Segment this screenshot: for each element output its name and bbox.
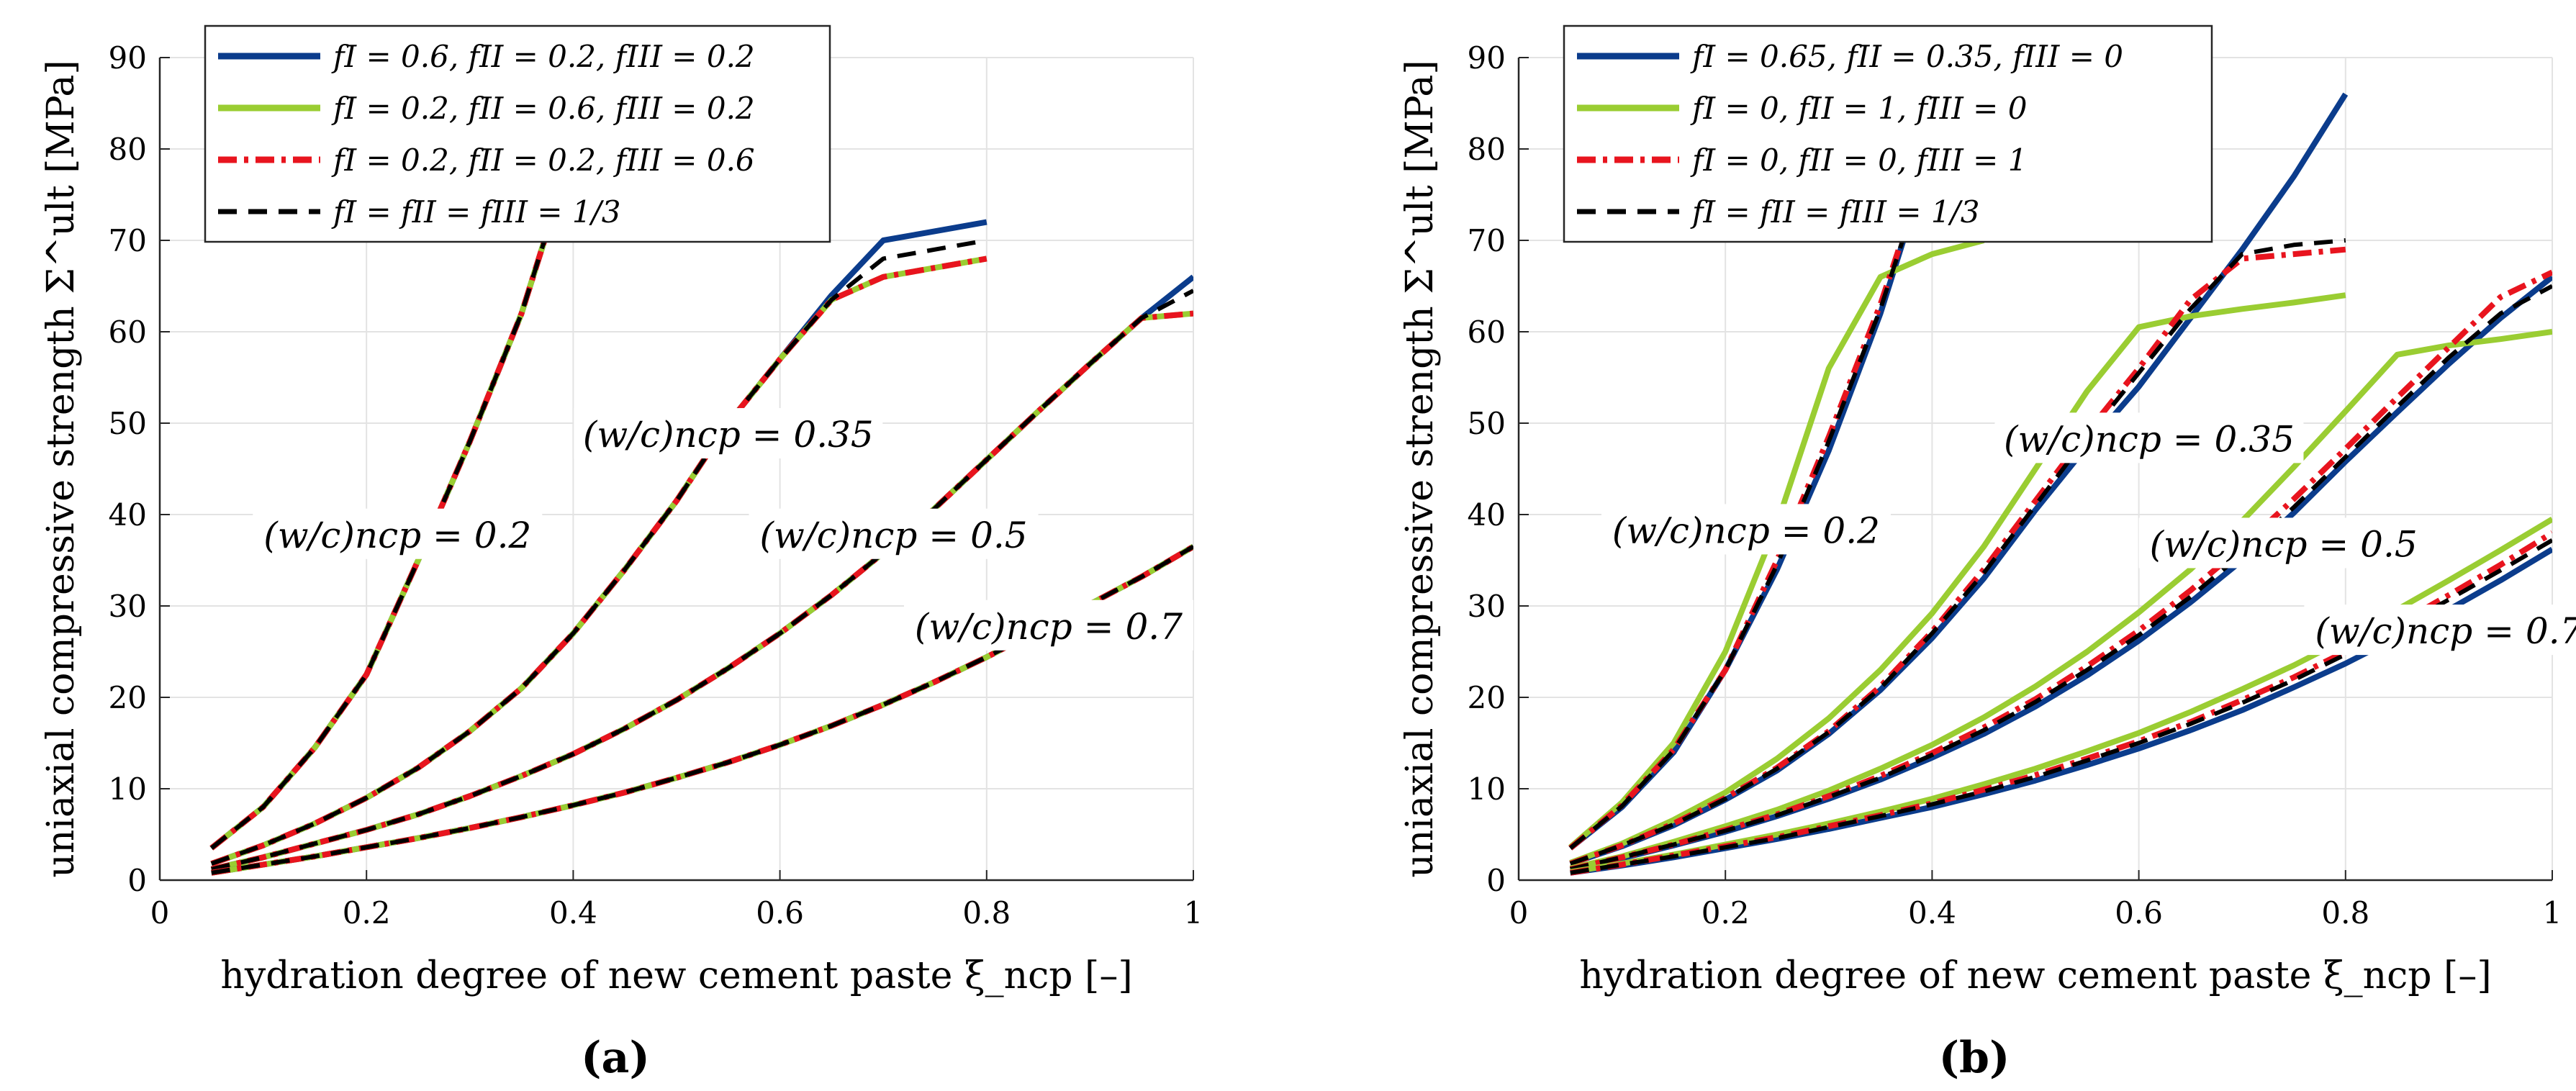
- x-tick-label: 0.2: [1701, 895, 1750, 931]
- y-axis-label: uniaxial compressive strength Σ^ult [MPa…: [1398, 60, 1442, 877]
- x-tick-label: 0.2: [343, 895, 391, 931]
- y-tick-label: 10: [109, 771, 147, 807]
- annotation-label: (w/c)ncp = 0.7: [2315, 610, 2576, 652]
- y-tick-label: 0: [1486, 863, 1506, 898]
- y-tick-label: 30: [1468, 589, 1506, 624]
- x-axis-label: hydration degree of new cement paste ξ_n…: [1579, 954, 2491, 997]
- annotation-box: [574, 408, 883, 459]
- y-tick-label: 10: [1468, 771, 1506, 807]
- annotation-box: [2138, 517, 2428, 569]
- legend-label: fI = 0.65, fII = 0.35, fIII = 0: [1690, 39, 2123, 74]
- series-line: [210, 255, 988, 866]
- series-line: [1569, 292, 2346, 866]
- annotation-label: (w/c)ncp = 0.5: [760, 515, 1028, 556]
- x-tick-label: 0.8: [962, 895, 1011, 931]
- x-tick-label: 0: [150, 895, 170, 931]
- legend-label: fI = 0.2, fII = 0.2, fIII = 0.6: [331, 142, 755, 178]
- annotation-box: [1601, 504, 1891, 555]
- legend-label: fI = fII = fIII = 1/3: [331, 194, 620, 230]
- x-tick-label: 0: [1509, 895, 1529, 931]
- y-tick-label: 80: [1468, 132, 1506, 167]
- x-tick-label: 1: [1184, 895, 1203, 931]
- chart-panel-b: (w/c)ncp = 0.2 (w/c)ncp = 0.35 (w/c)ncp = …: [1398, 24, 2576, 1083]
- y-tick-label: 40: [1468, 497, 1506, 533]
- y-tick-label: 60: [1468, 314, 1506, 350]
- y-tick-label: 50: [1468, 406, 1506, 441]
- series-line: [1569, 269, 2552, 872]
- series-line: [1569, 329, 2552, 872]
- annotation-label: (w/c)ncp = 0.7: [915, 606, 1183, 648]
- y-tick-label: 50: [109, 406, 147, 441]
- legend-box: [204, 24, 831, 243]
- panel-label: (b): [1939, 1033, 2010, 1083]
- annotation-label: (w/c)ncp = 0.35: [2004, 418, 2295, 460]
- annotation-box: [903, 599, 1193, 651]
- series-line: [1568, 148, 1935, 850]
- annotation-box: [1994, 412, 2304, 463]
- y-tick-label: 30: [109, 589, 147, 624]
- legend-label: fI = fII = fIII = 1/3: [1690, 194, 1979, 230]
- y-axis-label: uniaxial compressive strength Σ^ult [MPa…: [40, 60, 83, 877]
- y-tick-label: 20: [109, 680, 147, 715]
- legend-label: fI = 0, fII = 0, fIII = 1: [1690, 142, 2027, 178]
- legend: fI = 0.65, fII = 0.35, fIII = 0 fI = 0, f…: [1563, 24, 2213, 243]
- legend-label: fI = 0.6, fII = 0.2, fIII = 0.2: [331, 39, 755, 74]
- legend: fI = 0.6, fII = 0.2, fIII = 0.2 fI = 0.2,…: [204, 24, 831, 243]
- series-line: [209, 148, 576, 850]
- x-tick-label: 0.4: [549, 895, 597, 931]
- y-tick-label: 40: [109, 497, 147, 533]
- series-line: [1570, 284, 2552, 872]
- y-tick-label: 70: [1468, 223, 1506, 258]
- legend-label: fI = 0.2, fII = 0.6, fIII = 0.2: [331, 91, 755, 126]
- annotation-label: (w/c)ncp = 0.35: [583, 414, 874, 456]
- y-tick-label: 0: [127, 863, 147, 898]
- annotation-box: [253, 508, 543, 559]
- legend-label: fI = 0, fII = 1, fIII = 0: [1690, 91, 2027, 126]
- legend-box: [1563, 24, 2213, 243]
- annotation-label: (w/c)ncp = 0.5: [2150, 523, 2418, 565]
- y-tick-label: 90: [1468, 40, 1506, 76]
- annotation-label: (w/c)ncp = 0.2: [263, 515, 531, 556]
- series-line: [1569, 238, 2346, 866]
- annotation-box: [2304, 605, 2576, 656]
- x-tick-label: 0.6: [756, 895, 804, 931]
- x-tick-label: 1: [2543, 895, 2562, 931]
- x-tick-label: 0.4: [1908, 895, 1956, 931]
- chart-panel-a: (w/c)ncp = 0.2 (w/c)ncp = 0.35 (w/c)ncp = …: [40, 24, 1203, 1083]
- y-tick-label: 80: [109, 132, 147, 167]
- y-tick-label: 70: [109, 223, 147, 258]
- x-tick-label: 0.6: [2115, 895, 2163, 931]
- annotation-box: [749, 508, 1039, 559]
- x-axis-label: hydration degree of new cement paste ξ_n…: [220, 954, 1132, 997]
- series-line: [210, 238, 988, 866]
- series-line: [211, 289, 1193, 872]
- y-tick-label: 20: [1468, 680, 1506, 715]
- series-group: [1568, 92, 2552, 876]
- x-tick-label: 0.8: [2321, 895, 2369, 931]
- panel-label: (a): [581, 1033, 650, 1083]
- y-tick-label: 90: [109, 40, 147, 76]
- annotation-label: (w/c)ncp = 0.2: [1612, 510, 1880, 551]
- y-tick-label: 60: [109, 314, 147, 350]
